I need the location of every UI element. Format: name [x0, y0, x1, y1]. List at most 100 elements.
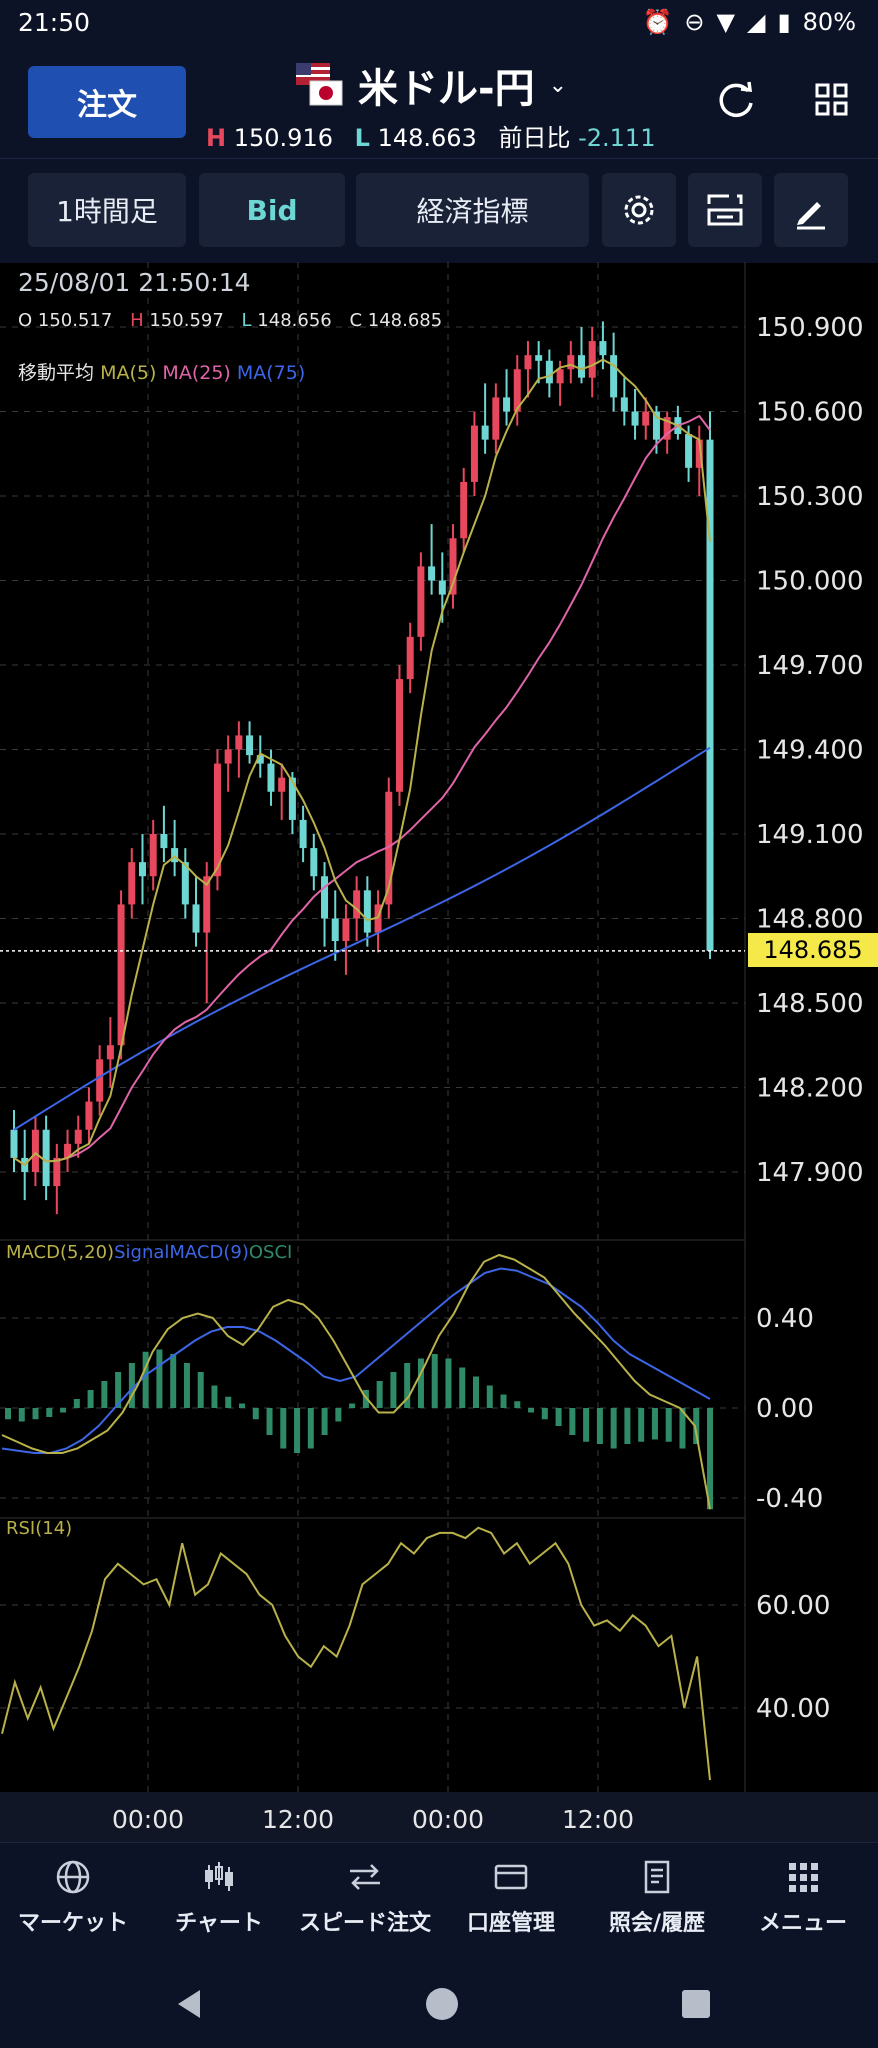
y-tick-label: 150.300 — [756, 482, 864, 512]
candle-body — [460, 481, 468, 539]
candle-body — [406, 636, 414, 680]
y-tick-label: 150.600 — [756, 398, 864, 428]
us-jp-flag-icon — [296, 63, 343, 106]
candle-body — [256, 755, 264, 764]
osci-bar — [60, 1408, 67, 1413]
order-button[interactable]: 注文 — [28, 66, 186, 138]
candle-body — [395, 679, 403, 792]
timeframe-button[interactable]: 1時間足 — [28, 173, 186, 247]
candle-body — [428, 566, 436, 581]
x-tick-label: 12:00 — [262, 1805, 334, 1834]
candle-body — [642, 411, 650, 426]
osci-bar — [101, 1381, 108, 1408]
osci-bar — [555, 1408, 562, 1426]
chart-area[interactable]: 150.900 150.600 150.300 150.000 149.700 149.4… — [0, 262, 878, 1842]
candle-body — [64, 1143, 72, 1158]
candle-body — [181, 862, 189, 905]
osci-bar — [569, 1408, 576, 1435]
osci-bar — [528, 1408, 535, 1413]
nav-chart[interactable]: チャート — [146, 1857, 292, 1937]
osci-bar — [665, 1408, 672, 1442]
nav-speed-order[interactable]: スピード注文 — [292, 1857, 438, 1937]
capture-icon[interactable] — [688, 173, 762, 247]
x-tick-label: 12:00 — [562, 1805, 634, 1834]
nav-history[interactable]: 照会/履歴 — [584, 1857, 730, 1937]
candle-body — [610, 355, 618, 398]
macd-tick-label: 0.40 — [756, 1304, 814, 1334]
wifi-icon: ▼ — [716, 8, 735, 36]
osci-bar — [307, 1408, 314, 1449]
osci-bar — [349, 1403, 356, 1408]
osci-bar — [156, 1349, 163, 1408]
draw-pencil-icon[interactable] — [774, 173, 848, 247]
osci-bar — [376, 1381, 383, 1408]
candle-body — [288, 777, 296, 820]
osci-bar — [170, 1354, 177, 1408]
osci-bar — [431, 1354, 438, 1408]
settings-gear-icon[interactable] — [602, 173, 676, 247]
ma5-line — [13, 358, 711, 1167]
chart-toolbar: 1時間足 Bid 経済指標 — [0, 158, 878, 263]
candle-body — [267, 763, 275, 792]
osci-bar — [266, 1408, 273, 1435]
candle-body — [631, 411, 639, 426]
osci-bar — [583, 1408, 590, 1442]
chart-datetime: 25/08/01 21:50:14 — [18, 268, 251, 297]
grid-menu-icon — [789, 1863, 818, 1892]
candle-body — [53, 1157, 61, 1187]
bid-ask-toggle[interactable]: Bid — [199, 173, 345, 247]
rsi-tick-label: 40.00 — [756, 1694, 830, 1724]
osci-bar — [87, 1390, 94, 1408]
battery-level: 80% — [802, 8, 856, 36]
currency-pair-selector[interactable]: 米ドル-円 ⌄ — [296, 56, 567, 114]
candlestick-icon — [205, 1862, 233, 1891]
osci-bar — [610, 1408, 617, 1449]
candle-body — [42, 1129, 50, 1187]
economic-indicators-button[interactable]: 経済指標 — [356, 173, 589, 247]
back-icon[interactable] — [172, 1986, 208, 2022]
ma25-line — [13, 414, 711, 1167]
nav-account[interactable]: 口座管理 — [438, 1857, 584, 1937]
candle-body — [128, 862, 136, 905]
y-tick-label: 150.900 — [756, 313, 864, 343]
candle-body — [503, 397, 511, 412]
x-tick-label: 00:00 — [412, 1805, 484, 1834]
nav-chart-label: チャート — [175, 1911, 263, 1936]
pair-name: 米ドル-円 — [358, 66, 535, 112]
candle-body — [578, 355, 586, 378]
candle-body — [492, 397, 500, 440]
candle-body — [299, 819, 307, 849]
osci-bar — [390, 1372, 397, 1408]
ma5-legend: MA(5) — [100, 362, 157, 384]
refresh-icon[interactable] — [708, 72, 764, 128]
nav-menu[interactable]: メニュー — [730, 1857, 876, 1937]
home-icon[interactable] — [424, 1986, 460, 2022]
candle-body — [171, 848, 179, 863]
recents-icon[interactable] — [680, 1988, 712, 2020]
ma-legend: 移動平均 MA(5) MA(25) MA(75) — [18, 358, 305, 385]
chart-canvas[interactable]: 150.900 150.600 150.300 150.000 149.700 149.4… — [0, 262, 878, 1842]
osci-bar — [596, 1408, 603, 1444]
nav-market[interactable]: マーケット — [0, 1857, 146, 1937]
dnd-icon: ⊖ — [684, 8, 705, 36]
osci-bar — [294, 1408, 301, 1453]
ma-title: 移動平均 — [18, 362, 95, 384]
layout-grid-icon[interactable] — [804, 72, 860, 128]
card-icon — [494, 1864, 528, 1890]
nav-speed-order-label: スピード注文 — [298, 1911, 431, 1936]
nav-market-label: マーケット — [17, 1911, 128, 1936]
high-value: 150.916 — [233, 124, 333, 152]
candle-body — [31, 1129, 39, 1172]
osci-bar — [473, 1376, 479, 1408]
candle-body — [695, 439, 703, 468]
rsi-line — [1, 1526, 711, 1781]
header: 注文 米ドル-円 ⌄ H 150.916 L 148.663 前日比 -2.11… — [0, 48, 878, 158]
y-tick-label: 149.400 — [756, 736, 864, 766]
nav-history-label: 照会/履歴 — [608, 1911, 706, 1936]
nav-menu-label: メニュー — [758, 1911, 847, 1936]
candle-body — [663, 417, 671, 440]
osci-bar — [362, 1390, 369, 1408]
candle-body — [278, 777, 286, 792]
candle-body — [374, 904, 382, 933]
open-label: O — [18, 310, 33, 331]
